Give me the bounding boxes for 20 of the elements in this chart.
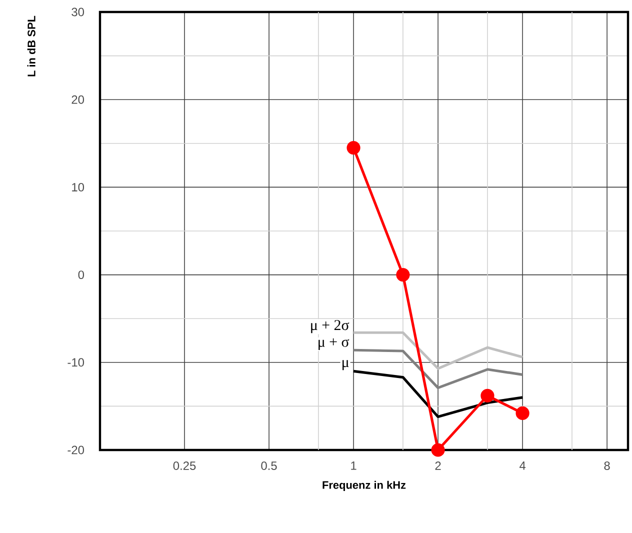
y-tick-label: 30 <box>72 8 84 16</box>
x-tick-label: 1 <box>351 462 356 470</box>
point <box>431 443 445 457</box>
y-tick-label: 0 <box>78 270 84 280</box>
x-tick-label: 0.5 <box>261 462 277 470</box>
series-label: μ + σ <box>318 338 350 350</box>
y-tick-label: 20 <box>72 95 84 104</box>
y-tick-label: 10 <box>72 182 84 192</box>
point <box>346 140 360 155</box>
x-tick-label: 0.25 <box>173 462 196 470</box>
point <box>516 406 530 420</box>
x-tick-label: 2 <box>435 462 441 470</box>
series-label: μ + 2σ <box>311 320 350 334</box>
x-tick-label: 4 <box>520 462 526 470</box>
series-label: μ <box>342 360 349 370</box>
x-tick-label: 8 <box>604 462 610 470</box>
y-axis-title: L in dB SPL <box>27 16 36 76</box>
x-axis-title: Frequenz in kHz <box>322 480 406 492</box>
y-tick-label: -10 <box>68 358 84 367</box>
y-tick-label: -20 <box>68 446 84 454</box>
